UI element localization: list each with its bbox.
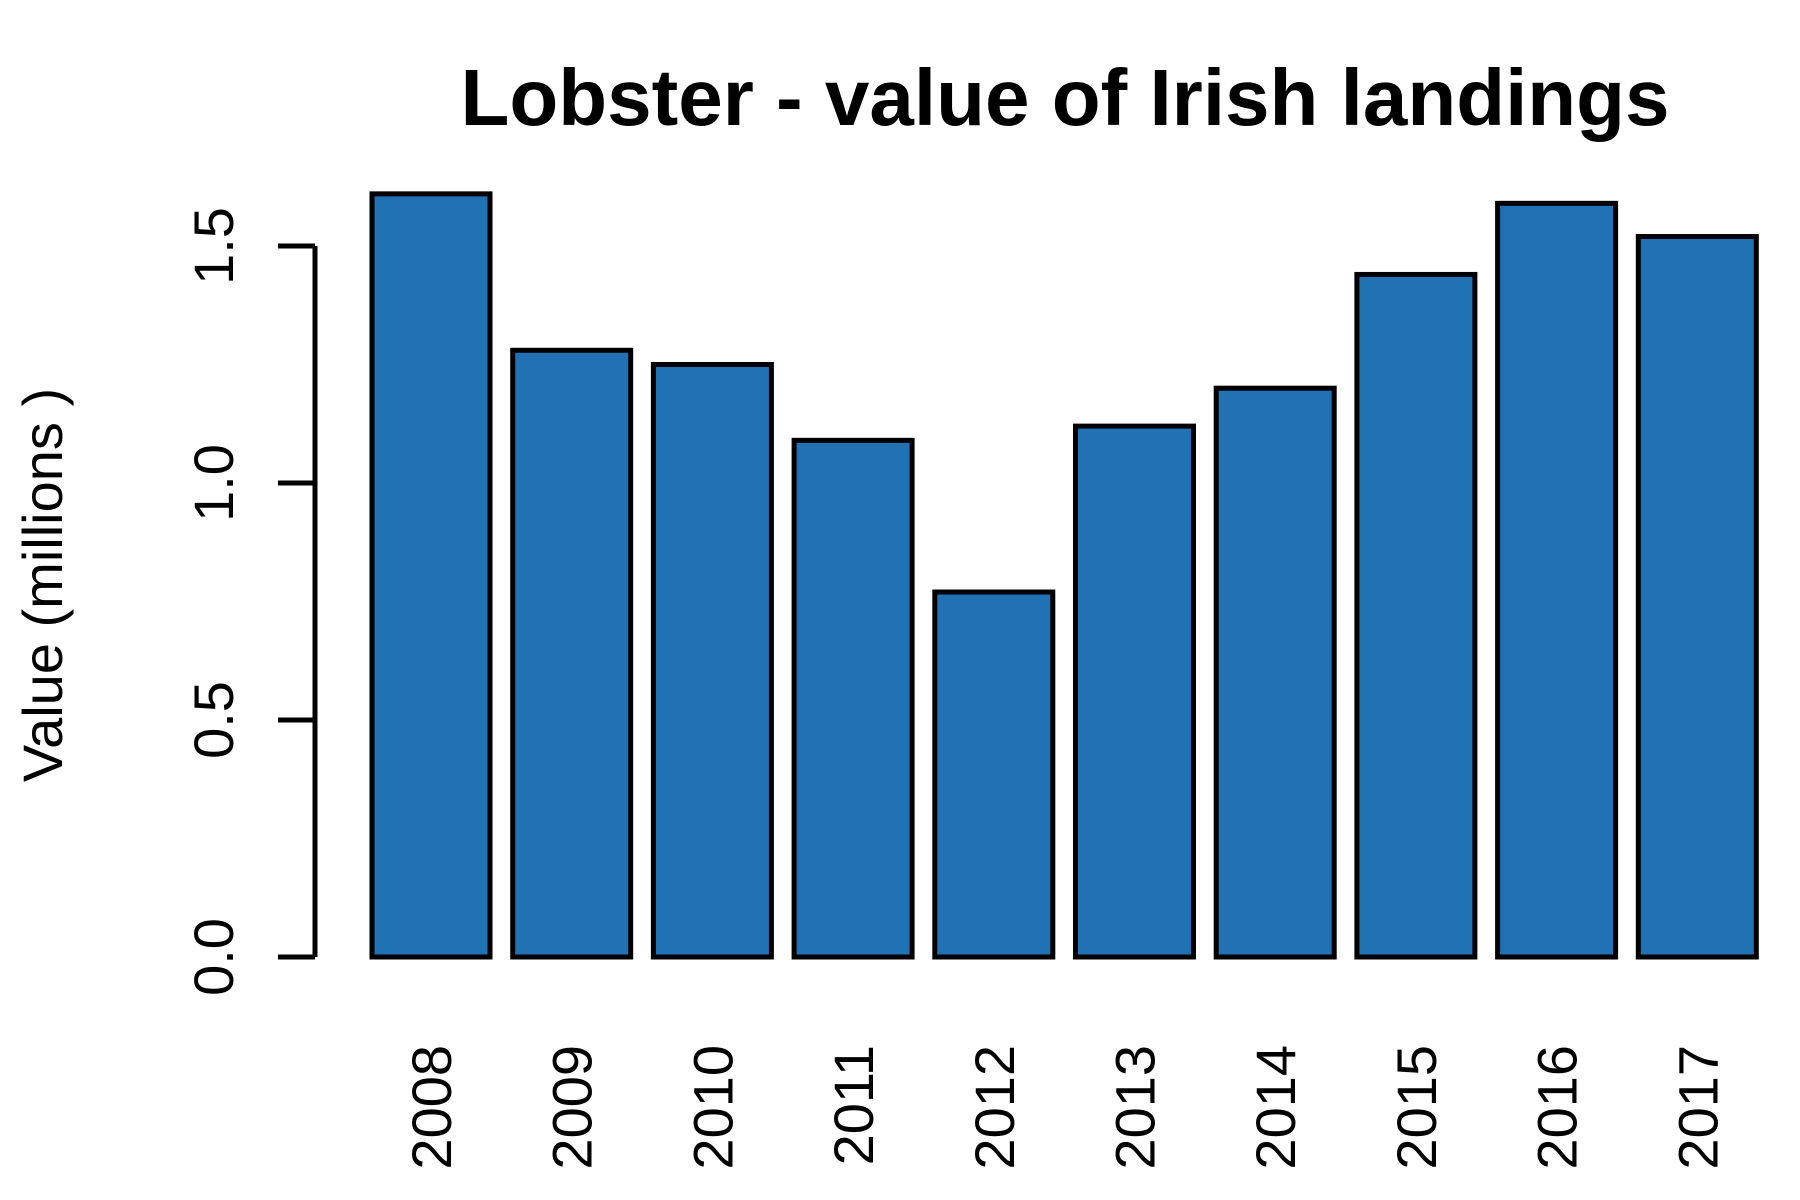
bar-2015 [1354, 271, 1478, 960]
bar-2011 [791, 437, 915, 960]
x-axis-labels: 2008 2009 2010 2011 2012 2013 2014 2015 2016 2017 [400, 1045, 1729, 1170]
bars [369, 191, 1759, 960]
x-tick-label: 2012 [963, 1045, 1026, 1170]
x-tick-label: 2013 [1104, 1045, 1167, 1170]
y-tick-label: 0.0 [182, 918, 245, 996]
x-tick-label: 2011 [822, 1045, 885, 1165]
y-axis-label: Value (millions ) [11, 388, 74, 782]
y-tick-label: 1.0 [182, 444, 245, 522]
bar-2009 [510, 347, 634, 960]
bar-2014 [1213, 385, 1337, 960]
y-axis-ticks: 0.0 0.5 1.0 1.5 [182, 207, 315, 996]
y-tick-label: 1.5 [182, 207, 245, 285]
bar-2016 [1495, 200, 1619, 960]
x-tick-label: 2008 [400, 1045, 463, 1170]
bar-2017 [1635, 234, 1759, 960]
x-tick-label: 2017 [1666, 1045, 1729, 1170]
x-tick-label: 2014 [1244, 1045, 1307, 1170]
bar-2010 [650, 362, 774, 960]
bar-2013 [1073, 423, 1196, 960]
x-tick-label: 2010 [681, 1045, 744, 1170]
bar-2008 [369, 191, 493, 960]
x-tick-label: 2009 [541, 1045, 604, 1170]
chart-title: Lobster - value of Irish landings [460, 53, 1669, 142]
x-tick-label: 2015 [1385, 1045, 1448, 1170]
bar-2012 [932, 589, 1056, 960]
x-tick-label: 2016 [1526, 1045, 1589, 1170]
y-tick-label: 0.5 [182, 681, 245, 759]
